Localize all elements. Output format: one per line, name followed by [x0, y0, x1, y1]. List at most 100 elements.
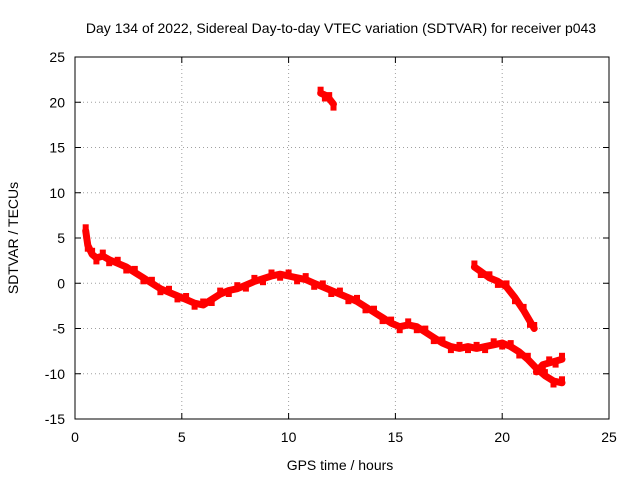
series-line [82, 227, 566, 387]
data-point [148, 276, 155, 285]
series-short-arc-high [317, 86, 337, 111]
data-point [490, 338, 497, 347]
data-point [234, 282, 241, 291]
data-point [114, 256, 121, 265]
data-point [473, 341, 480, 350]
data-point [559, 376, 565, 385]
data-point [294, 276, 301, 285]
data-point [93, 256, 100, 265]
data-point [486, 271, 493, 280]
data-point [465, 345, 471, 354]
data-point [422, 325, 429, 334]
data-point [336, 287, 343, 296]
data-point [330, 102, 337, 111]
data-point [106, 258, 113, 267]
y-tick-label: -5 [53, 321, 66, 337]
data-point [531, 322, 538, 330]
data-point [550, 379, 557, 388]
data-point [277, 272, 284, 281]
data-point [362, 305, 369, 314]
data-point [533, 365, 540, 374]
data-point [507, 340, 514, 349]
data-point [499, 341, 506, 350]
data-point [541, 369, 548, 378]
data-point [311, 281, 318, 290]
data-point [471, 260, 478, 269]
x-tick-label: 20 [494, 429, 510, 445]
data-point [89, 247, 96, 256]
data-point [84, 243, 91, 252]
data-series [82, 86, 566, 388]
data-point [123, 265, 130, 274]
data-point [345, 296, 352, 305]
data-point [379, 316, 386, 325]
data-point [200, 298, 207, 307]
series-main-track [82, 224, 566, 388]
x-tick-label: 25 [601, 429, 617, 445]
grid-lines [75, 57, 609, 419]
data-point [217, 287, 224, 296]
data-point [225, 289, 232, 297]
data-point [477, 270, 484, 278]
data-point [260, 277, 266, 286]
y-tick-label: -10 [45, 366, 65, 382]
data-point [447, 345, 454, 354]
data-point [174, 294, 181, 303]
data-point [430, 336, 437, 345]
chart-title: Day 134 of 2022, Sidereal Day-to-day VTE… [86, 20, 596, 36]
data-point [208, 298, 215, 306]
data-point [527, 319, 533, 328]
data-point [157, 287, 164, 296]
data-point [539, 363, 546, 372]
y-tick-label: 20 [49, 94, 65, 110]
data-point [494, 279, 501, 288]
data-point [354, 294, 360, 303]
data-point [396, 325, 403, 334]
y-tick-label: 10 [49, 185, 65, 201]
data-point [559, 352, 565, 361]
y-tick-label: 0 [57, 275, 65, 291]
x-axis-label: GPS time / hours [287, 457, 394, 473]
data-point [552, 359, 559, 368]
x-axis: 0 5 10 15 20 25 [71, 57, 617, 445]
data-point [413, 325, 420, 334]
x-tick-label: 10 [281, 429, 297, 445]
data-point [251, 274, 258, 283]
data-point [82, 224, 89, 233]
y-tick-label: 5 [57, 230, 65, 246]
data-point [131, 265, 138, 274]
data-point [482, 345, 489, 354]
series-descending-arc [470, 260, 538, 332]
x-tick-label: 15 [388, 429, 404, 445]
data-point [326, 92, 333, 101]
data-point [512, 296, 518, 305]
data-point [321, 93, 328, 102]
y-axis-label: SDTVAR / TECUs [5, 182, 21, 294]
series-tail-arc [532, 352, 566, 376]
data-point [302, 273, 309, 282]
data-point [524, 352, 531, 361]
data-point [242, 283, 249, 292]
y-tick-label: -15 [45, 411, 65, 427]
data-point [328, 289, 335, 297]
x-tick-label: 5 [178, 429, 186, 445]
data-point [268, 269, 275, 278]
data-point [388, 316, 395, 325]
data-point [439, 336, 446, 345]
data-point [371, 305, 377, 314]
y-axis: -15 -10 -5 0 5 10 15 20 25 [45, 49, 609, 427]
data-point [520, 303, 527, 312]
data-point [166, 285, 172, 294]
data-point [140, 276, 147, 285]
data-point [319, 280, 326, 289]
y-tick-label: 25 [49, 49, 65, 65]
y-tick-label: 15 [49, 140, 65, 156]
data-point [503, 280, 510, 289]
data-point [191, 301, 198, 310]
data-point [456, 341, 463, 350]
data-point [317, 86, 324, 95]
x-tick-label: 0 [71, 429, 79, 445]
data-point [183, 293, 190, 301]
data-point [99, 249, 106, 258]
